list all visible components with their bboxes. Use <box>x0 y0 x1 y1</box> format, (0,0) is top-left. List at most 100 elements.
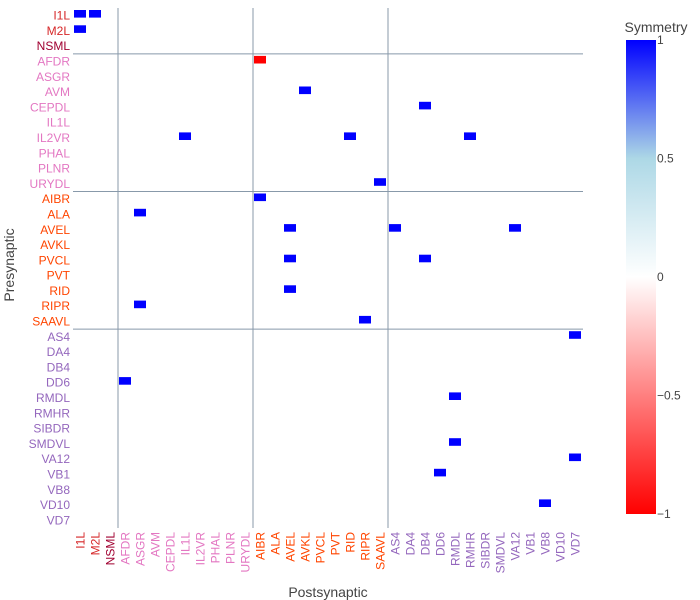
y-tick-vb8: VB8 <box>47 483 70 497</box>
x-tick-smdvl: SMDVL <box>494 532 508 574</box>
heatmap-cell-aibr-aibr <box>254 193 266 202</box>
colorbar: Symmetry 1 0.5 0 −0.5 −1 <box>625 19 688 521</box>
y-tick-avm: AVM <box>45 85 70 99</box>
heatmap-cell-saavl-ripr <box>359 315 371 324</box>
heatmap-cell-avel-as4 <box>389 224 401 232</box>
x-tick-ala: ALA <box>269 532 283 555</box>
heatmap-cell-rid-avel <box>284 285 296 293</box>
colorbar-tick-2: 0 <box>657 270 664 284</box>
x-tick-afdr: AFDR <box>119 532 133 565</box>
x-tick-rid: RID <box>344 532 358 553</box>
heatmap-cell-vb1-dd6 <box>434 468 446 477</box>
x-tick-sibdr: SIBDR <box>479 532 493 569</box>
y-tick-m2l: M2L <box>47 24 71 38</box>
heatmap-cell-vd10-vb8 <box>539 499 551 507</box>
x-tick-va12: VA12 <box>509 532 523 561</box>
y-tick-i1l: I1L <box>53 9 70 23</box>
x-tick-nsml: NSML <box>104 532 118 566</box>
y-tick-vd7: VD7 <box>47 513 71 527</box>
heatmap-cell-afdr-aibr <box>254 55 266 64</box>
heatmap-cell-pvcl-db4 <box>419 254 431 263</box>
heatmap-cell-m2l-i1l <box>74 25 86 33</box>
y-tick-afdr: AFDR <box>37 55 70 69</box>
colorbar-ticks: 1 0.5 0 −0.5 −1 <box>657 33 681 521</box>
colorbar-gradient <box>626 40 656 514</box>
y-tick-avel: AVEL <box>40 223 70 237</box>
y-tick-urydl: URYDL <box>30 177 71 191</box>
colorbar-tick-1: 0.5 <box>657 152 674 166</box>
heatmap-cell-rmdl-rmdl <box>449 392 461 400</box>
y-tick-as4: AS4 <box>47 330 70 344</box>
heatmap-cell-urydl-saavl <box>374 178 386 186</box>
x-tick-avkl: AVKL <box>299 532 313 562</box>
y-tick-il2vr: IL2VR <box>37 131 71 145</box>
x-tick-plnr: PLNR <box>224 532 238 564</box>
x-tick-ripr: RIPR <box>359 532 373 561</box>
heatmap-cell-avm-avkl <box>299 86 311 95</box>
heatmap-cell-as4-vd7 <box>569 331 581 339</box>
y-tick-saavl: SAAVL <box>32 315 70 329</box>
plot-area <box>73 8 583 528</box>
colorbar-tick-4: −1 <box>657 507 671 521</box>
heatmap-cell-avel-avel <box>284 224 296 232</box>
x-tick-labels: I1L M2L NSML AFDR ASGR AVM CEPDL IL1L IL2VR PHAL P… <box>74 531 583 573</box>
x-tick-as4: AS4 <box>389 532 403 555</box>
heatmap-cell-i1l-m2l <box>89 10 101 18</box>
x-tick-cepdl: CEPDL <box>164 532 178 572</box>
y-axis-title: Presynaptic <box>1 228 17 301</box>
x-tick-vb1: VB1 <box>524 532 538 555</box>
x-tick-phal: PHAL <box>209 532 223 564</box>
x-tick-m2l: M2L <box>89 532 103 556</box>
x-tick-da4: DA4 <box>404 532 418 556</box>
y-tick-il1l: IL1L <box>47 116 71 130</box>
y-tick-vb1: VB1 <box>47 468 70 482</box>
x-tick-pvcl: PVCL <box>314 532 328 564</box>
y-tick-nsml: NSML <box>37 39 71 53</box>
y-tick-rid: RID <box>49 284 70 298</box>
x-tick-il1l: IL1L <box>179 532 193 556</box>
y-tick-pvt: PVT <box>47 269 71 283</box>
x-tick-i1l: I1L <box>74 532 88 549</box>
y-tick-phal: PHAL <box>39 146 71 160</box>
x-tick-vd7: VD7 <box>569 532 583 556</box>
heatmap-cell-va12-vd7 <box>569 453 581 462</box>
heatmap-cell-pvcl-avel <box>284 254 296 263</box>
colorbar-tick-0: 1 <box>657 33 664 47</box>
heatmap-cell-avel-va12 <box>509 224 521 232</box>
x-tick-pvt: PVT <box>329 531 343 555</box>
y-tick-ripr: RIPR <box>41 299 70 313</box>
x-tick-aibr: AIBR <box>254 532 268 560</box>
y-tick-asgr: ASGR <box>36 70 70 84</box>
heatmap-cells <box>74 10 581 507</box>
colorbar-tick-3: −0.5 <box>657 389 681 403</box>
y-tick-vd10: VD10 <box>40 498 70 512</box>
y-tick-smdvl: SMDVL <box>29 437 71 451</box>
y-tick-db4: DB4 <box>47 360 71 374</box>
x-tick-avel: AVEL <box>284 532 298 562</box>
y-tick-va12: VA12 <box>42 452 71 466</box>
y-tick-rmhr: RMHR <box>34 406 70 420</box>
plot-background <box>73 8 583 528</box>
y-tick-plnr: PLNR <box>38 162 70 176</box>
y-tick-dd6: DD6 <box>46 376 70 390</box>
y-tick-ala: ALA <box>47 208 70 222</box>
x-tick-urydl: URYDL <box>239 532 253 573</box>
x-tick-vd10: VD10 <box>554 532 568 562</box>
x-tick-asgr: ASGR <box>134 532 148 566</box>
heatmap-cell-cepdl-db4 <box>419 101 431 110</box>
y-tick-avkl: AVKL <box>40 238 70 252</box>
heatmap-cell-ala-asgr <box>134 208 146 217</box>
y-tick-pvcl: PVCL <box>39 253 71 267</box>
x-tick-rmdl: RMDL <box>449 532 463 566</box>
x-tick-dd6: DD6 <box>434 532 448 556</box>
x-tick-avm: AVM <box>149 532 163 557</box>
x-tick-db4: DB4 <box>419 532 433 556</box>
x-tick-vb8: VB8 <box>539 532 553 555</box>
y-tick-sibdr: SIBDR <box>33 422 70 436</box>
x-tick-rmhr: RMHR <box>464 532 478 568</box>
x-tick-saavl: SAAVL <box>374 532 388 570</box>
x-tick-il2vr: IL2VR <box>194 532 208 566</box>
y-tick-cepdl: CEPDL <box>30 100 70 114</box>
